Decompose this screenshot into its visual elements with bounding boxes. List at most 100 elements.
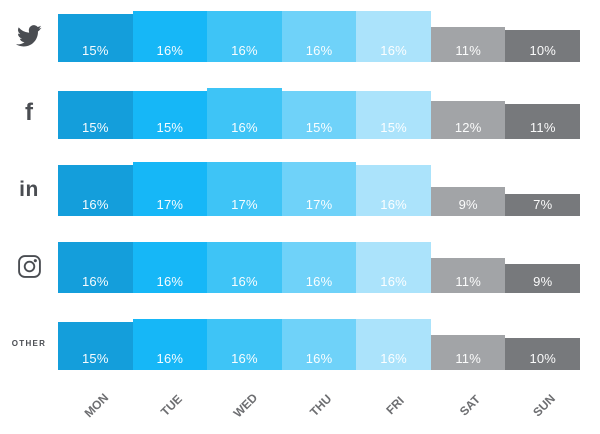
bar-value-label: 16%: [156, 274, 184, 289]
bar-value-label: 15%: [380, 120, 407, 135]
bar-cell-instagram-sun: 9%: [505, 231, 581, 308]
chart-row-twitter: 15% 16% 16% 16% 16% 11% 10%: [0, 0, 600, 77]
bar-other-mon: 15%: [58, 322, 133, 370]
linkedin-icon: in: [19, 178, 39, 201]
x-axis-cell-wed: WED: [207, 385, 282, 434]
x-axis-label-thu: THU: [306, 391, 335, 420]
chart-row-linkedin: in 16% 17% 17% 17% 16% 9% 7%: [0, 154, 600, 231]
bar-cell-twitter-sat: 11%: [430, 0, 506, 77]
bar-cell-other-sun: 10%: [505, 308, 581, 385]
bar-cell-linkedin-thu: 17%: [281, 154, 357, 231]
bar-twitter-mon: 15%: [58, 14, 133, 62]
bar-linkedin-wed: 17%: [207, 161, 282, 216]
x-axis-cell-fri: FRI: [356, 385, 431, 434]
x-axis-cell-mon: MON: [58, 385, 133, 434]
x-axis-label-sat: SAT: [456, 392, 483, 419]
bar-twitter-sat: 11%: [430, 26, 506, 62]
bar-value-label: 16%: [156, 43, 184, 58]
bar-instagram-sun: 9%: [505, 264, 581, 293]
x-axis-label-sun: SUN: [530, 391, 559, 420]
bar-cell-twitter-mon: 15%: [58, 0, 133, 77]
bar-value-label: 16%: [231, 43, 258, 58]
other-label: OTHER: [0, 308, 58, 385]
bar-other-fri: 16%: [356, 318, 431, 370]
bar-facebook-tue: 15%: [132, 91, 208, 139]
bar-cell-instagram-wed: 16%: [207, 231, 282, 308]
bar-value-label: 15%: [81, 120, 109, 135]
bar-cell-twitter-wed: 16%: [207, 0, 282, 77]
bar-value-label: 10%: [529, 43, 557, 58]
bar-facebook-sun: 11%: [505, 103, 581, 139]
bar-cell-linkedin-sun: 7%: [505, 154, 581, 231]
bar-value-label: 16%: [81, 197, 109, 212]
bar-instagram-thu: 16%: [281, 241, 357, 293]
bar-cell-facebook-tue: 15%: [132, 77, 208, 154]
bar-linkedin-tue: 17%: [132, 161, 208, 216]
bar-cell-other-sat: 11%: [430, 308, 506, 385]
bar-linkedin-mon: 16%: [58, 164, 133, 216]
x-axis-cell-sun: SUN: [505, 385, 580, 434]
bar-cell-twitter-thu: 16%: [281, 0, 357, 77]
bar-instagram-sat: 11%: [430, 257, 506, 293]
bar-value-label: 7%: [533, 197, 553, 212]
x-axis-label-tue: TUE: [157, 391, 185, 419]
bar-value-label: 15%: [305, 120, 333, 135]
bar-cell-other-fri: 16%: [356, 308, 431, 385]
bar-other-sun: 10%: [505, 338, 581, 370]
bar-value-label: 11%: [529, 120, 556, 135]
bar-twitter-fri: 16%: [356, 10, 431, 62]
bar-linkedin-thu: 17%: [281, 161, 357, 216]
bar-linkedin-sun: 7%: [505, 193, 581, 216]
bar-value-label: 16%: [156, 351, 184, 366]
bar-value-label: 11%: [455, 351, 481, 366]
facebook-icon: f: [25, 98, 33, 126]
bar-instagram-mon: 16%: [58, 241, 133, 293]
bar-value-label: 16%: [231, 120, 258, 135]
bar-value-label: 10%: [529, 351, 557, 366]
x-axis: MON TUE WED THU FRI SAT SUN: [0, 385, 600, 434]
bar-cell-linkedin-sat: 9%: [430, 154, 506, 231]
bar-instagram-tue: 16%: [132, 241, 208, 293]
bar-value-label: 11%: [455, 274, 481, 289]
bar-cell-facebook-mon: 15%: [58, 77, 133, 154]
bar-cell-instagram-tue: 16%: [132, 231, 208, 308]
bar-cell-other-wed: 16%: [207, 308, 282, 385]
bar-cell-facebook-thu: 15%: [281, 77, 357, 154]
bar-value-label: 16%: [380, 197, 407, 212]
bar-value-label: 15%: [81, 43, 109, 58]
bar-other-wed: 16%: [207, 318, 282, 370]
bar-other-tue: 16%: [132, 318, 208, 370]
bar-cell-instagram-sat: 11%: [430, 231, 506, 308]
bar-value-label: 16%: [231, 351, 258, 366]
bar-cell-twitter-fri: 16%: [356, 0, 431, 77]
chart-row-instagram: 16% 16% 16% 16% 16% 11% 9%: [0, 231, 600, 308]
bar-cell-other-tue: 16%: [132, 308, 208, 385]
bar-twitter-tue: 16%: [132, 10, 208, 62]
chart-row-facebook: f 15% 15% 16% 15% 15% 12% 11%: [0, 77, 600, 154]
bar-cell-facebook-sun: 11%: [505, 77, 581, 154]
bar-value-label: 16%: [305, 351, 333, 366]
bar-cell-linkedin-tue: 17%: [132, 154, 208, 231]
bar-facebook-wed: 16%: [207, 87, 282, 139]
bar-facebook-thu: 15%: [281, 91, 357, 139]
bar-cell-instagram-thu: 16%: [281, 231, 357, 308]
bar-value-label: 16%: [231, 274, 258, 289]
bar-twitter-sun: 10%: [505, 30, 581, 62]
bar-value-label: 17%: [305, 197, 333, 212]
platform-label: OTHER: [11, 339, 47, 348]
bar-value-label: 16%: [81, 274, 109, 289]
bar-cell-instagram-mon: 16%: [58, 231, 133, 308]
bar-cell-linkedin-mon: 16%: [58, 154, 133, 231]
bar-cell-twitter-tue: 16%: [132, 0, 208, 77]
bar-cell-facebook-sat: 12%: [430, 77, 506, 154]
bar-facebook-mon: 15%: [58, 91, 133, 139]
bar-cell-facebook-wed: 16%: [207, 77, 282, 154]
bar-cell-twitter-sun: 10%: [505, 0, 581, 77]
bar-twitter-thu: 16%: [281, 10, 357, 62]
x-axis-label-fri: FRI: [383, 393, 407, 418]
bar-value-label: 9%: [458, 197, 478, 212]
bar-facebook-fri: 15%: [356, 91, 431, 139]
bar-value-label: 12%: [454, 120, 482, 135]
bar-value-label: 15%: [156, 120, 184, 135]
bar-facebook-sat: 12%: [430, 100, 506, 139]
